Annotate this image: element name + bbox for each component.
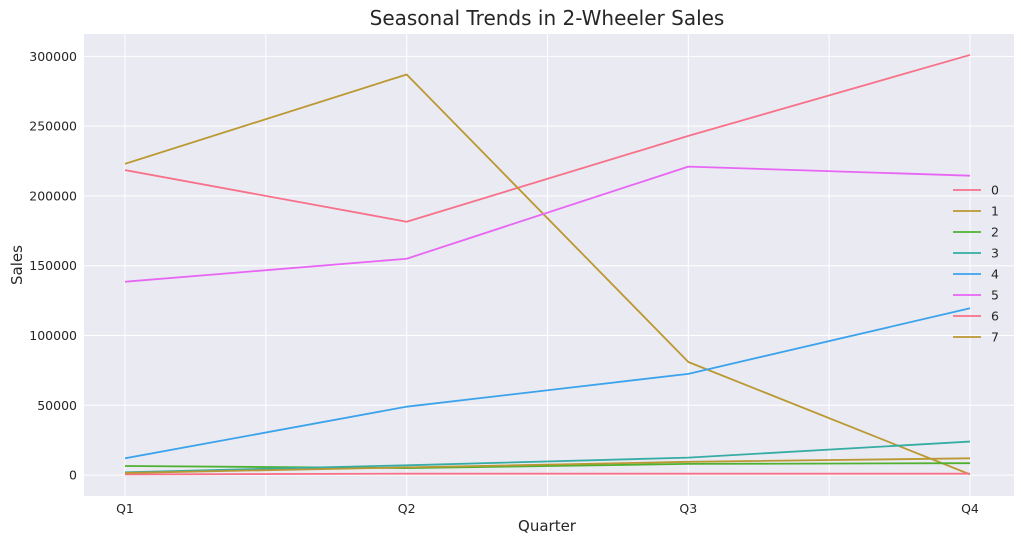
chart-title: Seasonal Trends in 2-Wheeler Sales — [370, 6, 725, 30]
legend-label: 4 — [991, 267, 999, 282]
y-tick-labels: 0 50000 100000 150000 200000 250000 300000 — [29, 49, 77, 483]
x-tick-label: Q4 — [961, 501, 979, 516]
series-line-5 — [124, 165, 971, 283]
x-tick-label: Q1 — [116, 501, 134, 516]
x-tick-labels: Q1 Q2 Q3 Q4 — [116, 501, 979, 516]
legend-label: 1 — [991, 204, 999, 219]
y-tick-label: 0 — [69, 468, 77, 483]
series-line-2 — [124, 462, 971, 469]
series-line-0 — [124, 54, 971, 223]
y-tick-label: 50000 — [37, 398, 77, 413]
legend-label: 6 — [991, 309, 999, 324]
plot-background — [84, 34, 1014, 496]
legend-label: 2 — [991, 225, 999, 240]
series-line-6 — [124, 472, 970, 476]
legend-label: 7 — [991, 330, 999, 345]
series-group — [124, 54, 971, 476]
series-line-3 — [124, 440, 971, 474]
legend-label: 3 — [991, 246, 999, 261]
grid — [84, 34, 1014, 496]
y-tick-label: 300000 — [29, 49, 77, 64]
y-axis-label: Sales — [8, 245, 26, 285]
y-tick-label: 200000 — [29, 188, 77, 203]
legend-label: 5 — [991, 288, 999, 303]
series-line-1 — [124, 73, 971, 476]
legend-label: 0 — [991, 183, 999, 198]
x-tick-label: Q3 — [679, 501, 697, 516]
series-line-7 — [124, 457, 971, 474]
series-line-4 — [124, 307, 971, 460]
y-tick-label: 250000 — [29, 119, 77, 134]
x-axis-label: Quarter — [518, 517, 577, 535]
y-tick-label: 150000 — [29, 258, 77, 273]
x-tick-label: Q2 — [398, 501, 416, 516]
legend: 0 1 2 3 4 5 6 7 — [953, 183, 999, 345]
y-tick-label: 100000 — [29, 328, 77, 343]
